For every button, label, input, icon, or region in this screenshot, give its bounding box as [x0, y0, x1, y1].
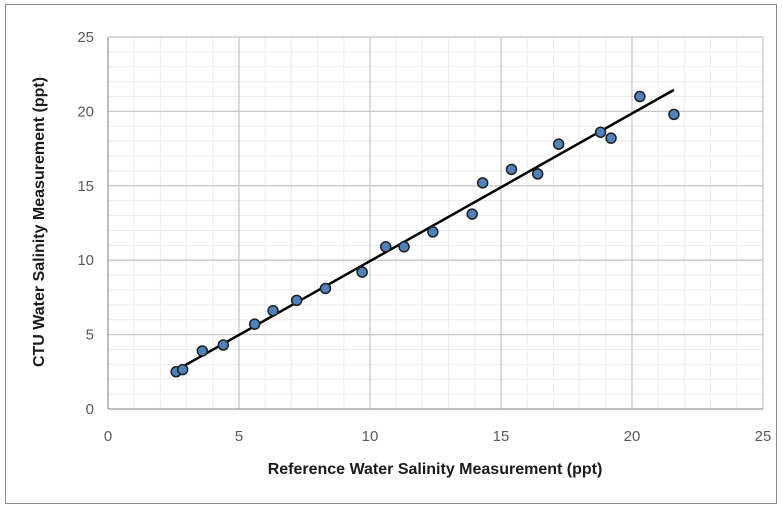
data-point	[594, 126, 607, 138]
x-tick-label: 25	[755, 428, 772, 445]
data-point	[356, 266, 368, 278]
data-point	[476, 177, 489, 189]
data-point	[267, 305, 279, 317]
x-tick-label: 0	[104, 428, 112, 445]
data-point	[398, 241, 410, 253]
y-tick-label: 20	[77, 103, 94, 120]
data-point	[290, 294, 303, 307]
data-point	[176, 363, 189, 376]
x-tick-label: 10	[362, 428, 379, 445]
major-gridlines	[108, 36, 764, 409]
y-tick-label: 0	[86, 401, 94, 418]
data-point	[248, 318, 261, 330]
data-point	[196, 345, 209, 357]
data-point	[668, 108, 680, 121]
x-tick-label: 20	[624, 428, 641, 445]
chart-frame	[5, 4, 777, 504]
y-tick-label: 25	[77, 29, 94, 46]
minor-gridlines	[108, 37, 763, 409]
y-tick-label: 15	[77, 178, 94, 195]
data-point	[531, 168, 544, 180]
x-tick-label: 15	[493, 428, 510, 445]
data-point	[379, 241, 392, 253]
data-point	[466, 208, 478, 220]
data-point	[605, 132, 617, 144]
y-tick-labels: 0 5 10 15 20 25	[77, 29, 94, 418]
data-point	[634, 90, 646, 103]
y-tick-label: 10	[77, 252, 94, 269]
data-points	[170, 90, 680, 378]
data-point	[319, 282, 332, 295]
x-tick-label: 5	[235, 428, 243, 445]
data-point	[505, 163, 518, 176]
y-tick-label: 5	[86, 327, 94, 344]
axes	[107, 37, 763, 410]
x-tick-labels: 0 5 10 15 20 25	[104, 428, 772, 445]
y-axis-title: CTU Water Salinity Measurement (ppt)	[31, 77, 48, 367]
x-axis-title: Reference Water Salinity Measurement (pp…	[268, 461, 603, 478]
data-point	[427, 226, 439, 238]
data-point	[552, 138, 565, 150]
data-point	[217, 339, 230, 351]
